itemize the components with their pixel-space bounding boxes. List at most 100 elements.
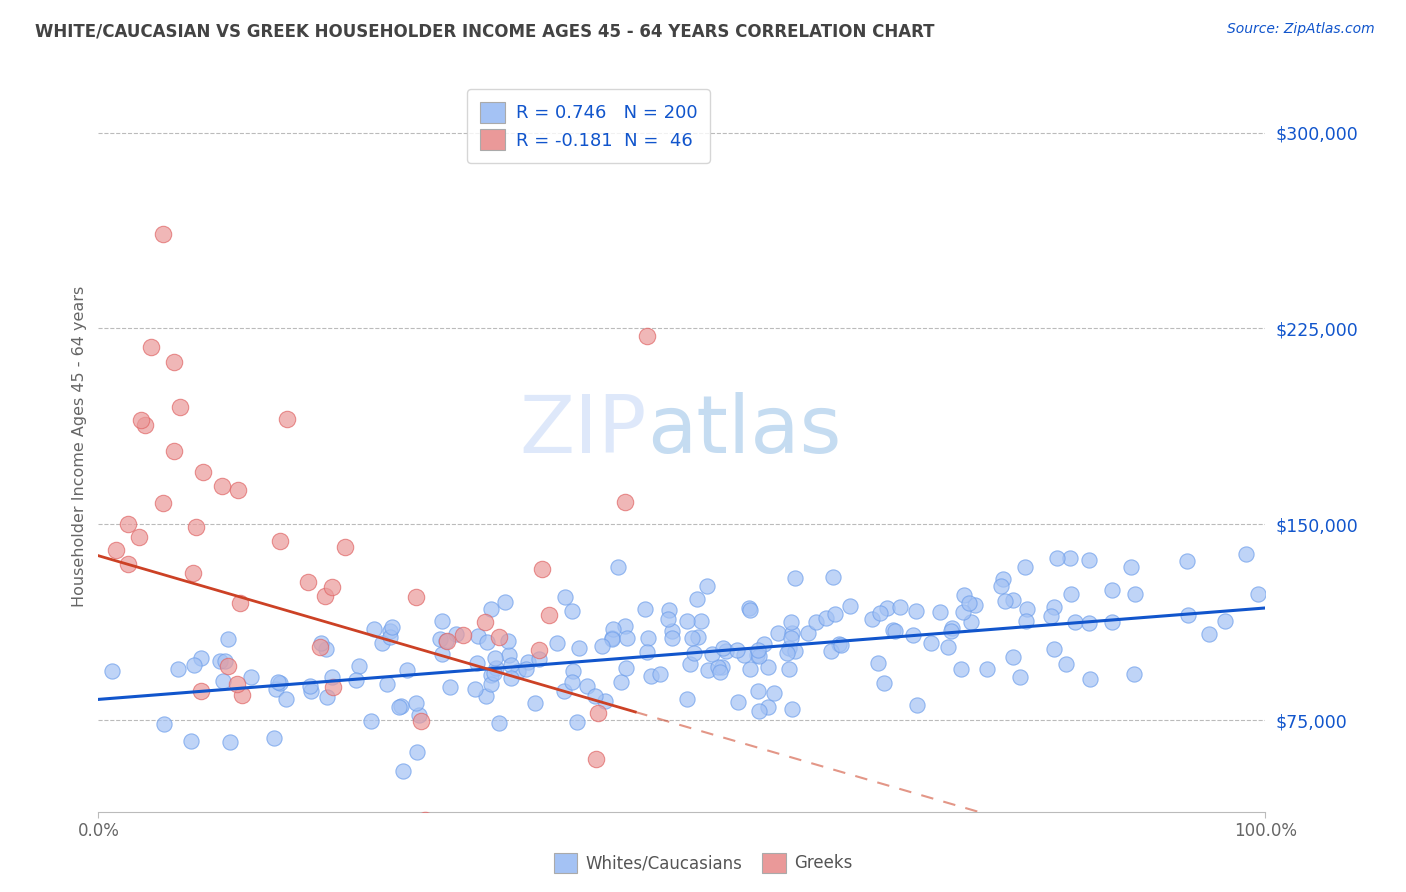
Point: [682, 646, 704, 660]
Point: [991, 572, 1014, 586]
Point: [309, 640, 332, 655]
Point: [209, 653, 232, 667]
Point: [267, 675, 290, 690]
Point: [661, 631, 683, 645]
Point: [610, 675, 633, 690]
Point: [689, 614, 711, 628]
Point: [939, 624, 962, 639]
Point: [217, 632, 239, 646]
Point: [484, 651, 506, 665]
Point: [950, 662, 973, 676]
Point: [778, 661, 800, 675]
Point: [904, 604, 927, 618]
Point: [531, 562, 554, 576]
Point: [299, 679, 322, 693]
Point: [576, 679, 599, 693]
Point: [429, 632, 451, 647]
Point: [163, 355, 186, 369]
Point: [264, 682, 287, 697]
Point: [1002, 649, 1025, 664]
Point: [413, 813, 436, 827]
Point: [388, 699, 411, 714]
Point: [1063, 615, 1085, 629]
Point: [467, 656, 489, 670]
Point: [347, 658, 370, 673]
Point: [515, 662, 537, 676]
Point: [1247, 587, 1270, 601]
Point: [554, 590, 576, 604]
Point: [1054, 657, 1077, 671]
Point: [758, 660, 780, 674]
Point: [181, 566, 204, 580]
Point: [378, 624, 401, 638]
Point: [747, 643, 769, 657]
Point: [1014, 559, 1036, 574]
Point: [214, 654, 236, 668]
Point: [676, 614, 699, 628]
Point: [1001, 592, 1024, 607]
Point: [231, 688, 253, 702]
Point: [640, 668, 662, 682]
Point: [941, 621, 963, 635]
Point: [820, 644, 842, 658]
Point: [602, 622, 624, 636]
Point: [1213, 614, 1236, 628]
Point: [475, 635, 498, 649]
Legend: R = 0.746   N = 200, R = -0.181  N =  46: R = 0.746 N = 200, R = -0.181 N = 46: [467, 89, 710, 162]
Point: [488, 715, 510, 730]
Point: [117, 557, 139, 571]
Point: [1015, 602, 1038, 616]
Point: [565, 715, 588, 730]
Point: [561, 675, 583, 690]
Point: [738, 603, 761, 617]
Point: [297, 574, 319, 589]
Point: [658, 603, 681, 617]
Point: [218, 735, 240, 749]
Point: [408, 707, 430, 722]
Point: [479, 677, 502, 691]
Point: [634, 601, 657, 615]
Point: [591, 640, 613, 654]
Point: [1040, 608, 1063, 623]
Point: [101, 664, 124, 678]
Point: [738, 601, 761, 615]
Point: [546, 636, 568, 650]
Point: [616, 632, 638, 646]
Point: [524, 696, 547, 710]
Point: [583, 689, 606, 703]
Point: [183, 658, 205, 673]
Point: [1060, 587, 1083, 601]
Point: [211, 674, 233, 689]
Point: [681, 631, 703, 645]
Point: [1234, 547, 1257, 561]
Point: [636, 645, 658, 659]
Point: [396, 663, 419, 677]
Point: [128, 530, 150, 544]
Point: [380, 631, 402, 645]
Point: [321, 580, 343, 594]
Point: [711, 641, 734, 656]
Point: [333, 540, 356, 554]
Point: [707, 660, 730, 674]
Point: [276, 412, 298, 426]
Point: [766, 626, 789, 640]
Point: [392, 764, 415, 779]
Point: [104, 543, 127, 558]
Point: [763, 686, 786, 700]
Point: [748, 704, 770, 718]
Point: [600, 632, 623, 646]
Point: [824, 607, 846, 621]
Point: [1175, 554, 1198, 568]
Point: [1121, 559, 1143, 574]
Point: [637, 631, 659, 645]
Point: [905, 698, 928, 712]
Point: [225, 676, 247, 690]
Point: [1123, 587, 1146, 601]
Point: [697, 663, 720, 677]
Point: [936, 640, 959, 654]
Point: [537, 607, 560, 622]
Point: [747, 684, 769, 698]
Point: [716, 644, 738, 658]
Point: [828, 637, 851, 651]
Point: [1045, 550, 1067, 565]
